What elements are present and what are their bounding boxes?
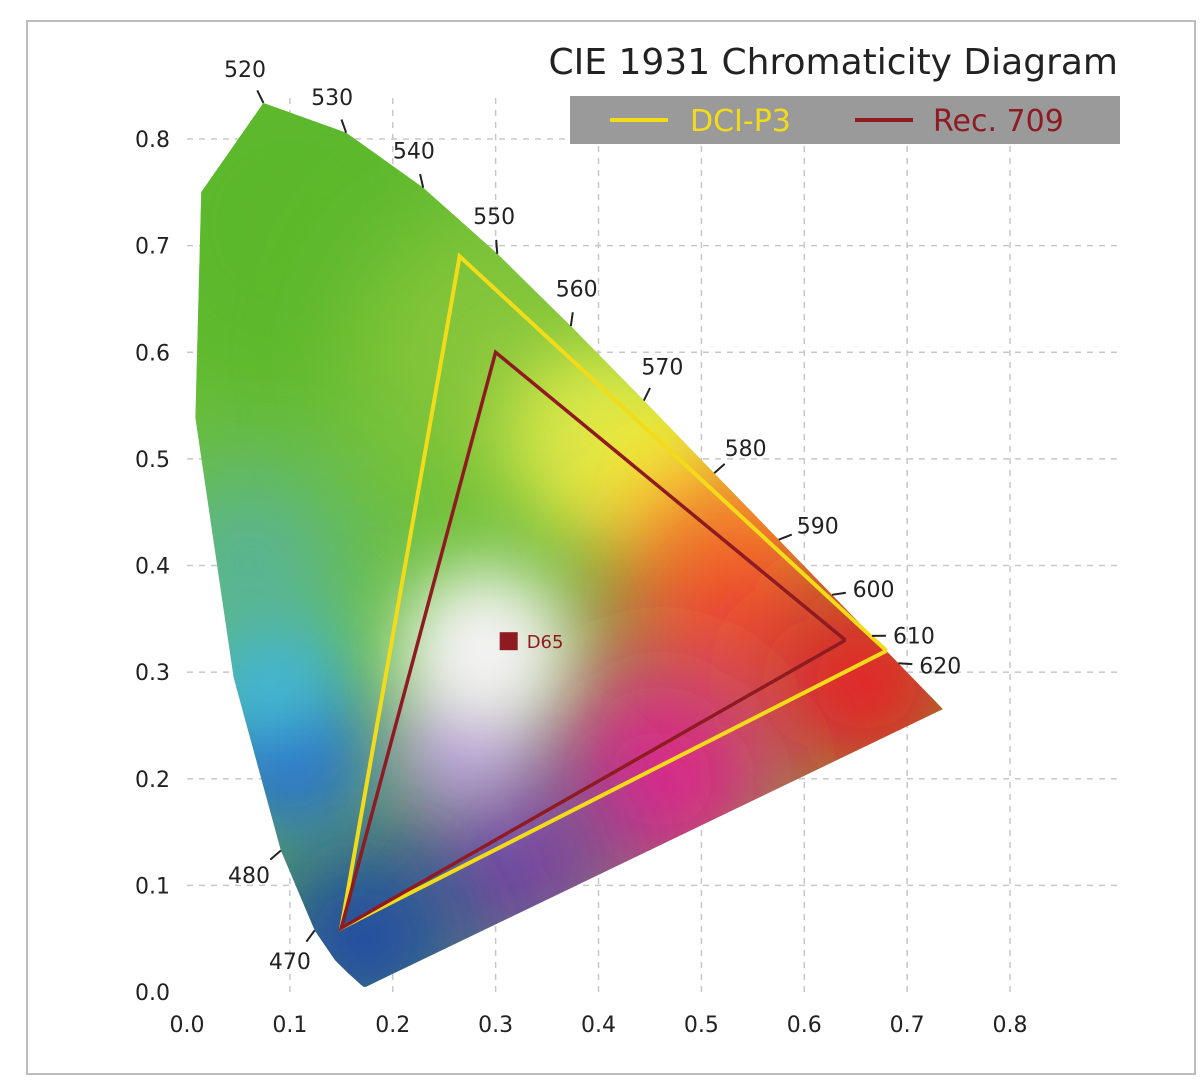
- series-line-dci-p3: [338, 252, 888, 932]
- spectral-locus-fill: [195, 103, 943, 987]
- locus-color-blend: [195, 470, 344, 661]
- wavelength-label: 520: [224, 58, 266, 83]
- x-tick-label: 0.6: [787, 1013, 822, 1038]
- wavelength-label: 530: [311, 86, 353, 111]
- y-tick-label: 0.1: [135, 874, 170, 899]
- wavelength-tick: [569, 312, 574, 327]
- x-tick-label: 0.7: [890, 1013, 925, 1038]
- wavelength-labels: 470 480 520 530 540 550 560 570 580 590 600 610 620: [224, 58, 961, 975]
- y-tick-label: 0.4: [135, 555, 170, 580]
- x-tick-label: 0.8: [993, 1013, 1028, 1038]
- wavelength-tick: [305, 929, 316, 943]
- wavelength-label: 610: [893, 624, 935, 649]
- wavelength-label: 540: [393, 140, 435, 165]
- wavelength-tick: [256, 89, 265, 104]
- legend: DCI-P3 Rec. 709: [570, 96, 1120, 144]
- y-tick-label: 0.6: [135, 341, 170, 366]
- x-tick-label: 0.4: [581, 1013, 616, 1038]
- y-tick-label: 0.2: [135, 768, 170, 793]
- y-tick-label: 0.0: [135, 981, 170, 1006]
- wavelength-label: 600: [853, 578, 895, 603]
- series-line-rec709: [338, 349, 847, 932]
- wavelength-label: 590: [797, 515, 839, 540]
- x-tick-label: 0.0: [170, 1013, 205, 1038]
- legend-label-rec709: Rec. 709: [933, 104, 1064, 139]
- wavelength-label: 470: [269, 950, 311, 975]
- wavelength-tick: [831, 591, 847, 596]
- wavelength-tick: [898, 662, 913, 666]
- x-tick-label: 0.3: [478, 1013, 513, 1038]
- chart-title: CIE 1931 Chromaticity Diagram: [549, 42, 1118, 83]
- wavelength-label: 570: [641, 355, 683, 380]
- x-tick-label: 0.5: [684, 1013, 719, 1038]
- locus-color-blend: [400, 565, 571, 736]
- wavelength-tick: [495, 239, 499, 254]
- wavelength-label: 560: [556, 278, 598, 303]
- d65-label: D65: [527, 632, 564, 653]
- y-tick-label: 0.3: [135, 661, 170, 686]
- y-tick-label: 0.7: [135, 235, 170, 260]
- wavelength-tick: [778, 533, 793, 541]
- white-point: D65: [499, 632, 564, 653]
- d65-marker: [499, 632, 518, 651]
- wavelength-tick: [269, 849, 282, 861]
- wavelength-tick: [340, 119, 348, 134]
- wavelength-label: 480: [228, 864, 270, 889]
- y-tick-label: 0.5: [135, 448, 170, 473]
- wavelength-tick: [419, 173, 425, 188]
- wavelength-tick: [713, 463, 726, 474]
- wavelength-label: 550: [473, 205, 515, 230]
- axis-labels: 0.0 0.1 0.2 0.3 0.4 0.5 0.6 0.7 0.8 0.0 0.1 0.2 0.3 0…: [135, 128, 1028, 1038]
- legend-label-dci-p3: DCI-P3: [690, 104, 791, 139]
- x-tick-label: 0.1: [272, 1013, 307, 1038]
- locus-color-blend: [755, 572, 943, 793]
- wavelength-label: 580: [725, 437, 767, 462]
- wavelength-label: 620: [919, 655, 961, 680]
- x-tick-label: 0.2: [375, 1013, 410, 1038]
- series-layer: [338, 252, 888, 932]
- y-tick-label: 0.8: [135, 128, 170, 153]
- wavelength-tick: [642, 387, 651, 401]
